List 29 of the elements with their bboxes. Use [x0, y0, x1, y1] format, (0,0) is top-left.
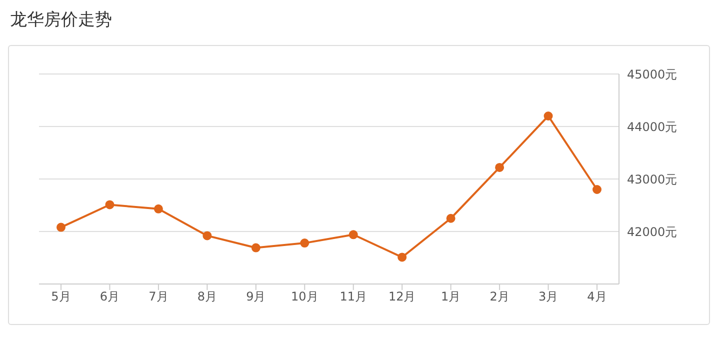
chart-title: 龙华房价走势	[10, 9, 113, 31]
x-tick-label: 11月	[340, 290, 368, 304]
y-tick-label: 45000元	[627, 67, 678, 82]
point	[544, 112, 553, 120]
x-tick-label: 4月	[587, 290, 607, 304]
point	[348, 230, 358, 240]
point	[56, 222, 66, 232]
x-tick-label: 10月	[290, 290, 318, 304]
point	[495, 162, 504, 172]
y-tick-label: 42000元	[627, 224, 678, 239]
x-tick-label: 12月	[388, 290, 416, 304]
point	[592, 185, 602, 194]
x-tick-label: 7月	[148, 290, 168, 304]
x-tick-label: 9月	[246, 290, 266, 304]
x-tick-label: 2月	[490, 290, 510, 304]
point	[300, 238, 310, 248]
x-tick-label: 5月	[51, 290, 71, 304]
point	[105, 200, 114, 210]
point	[251, 243, 260, 252]
y-tick-label: 43000元	[627, 172, 678, 186]
point	[446, 214, 456, 223]
x-tick-label: 3月	[538, 290, 558, 304]
x-tick-label: 8月	[197, 290, 217, 304]
x-tick-label: 6月	[100, 290, 120, 304]
point	[154, 204, 163, 214]
point	[202, 231, 212, 240]
x-tick-label: 1月	[441, 290, 461, 304]
y-tick-label: 44000元	[627, 120, 678, 134]
point	[398, 252, 407, 262]
